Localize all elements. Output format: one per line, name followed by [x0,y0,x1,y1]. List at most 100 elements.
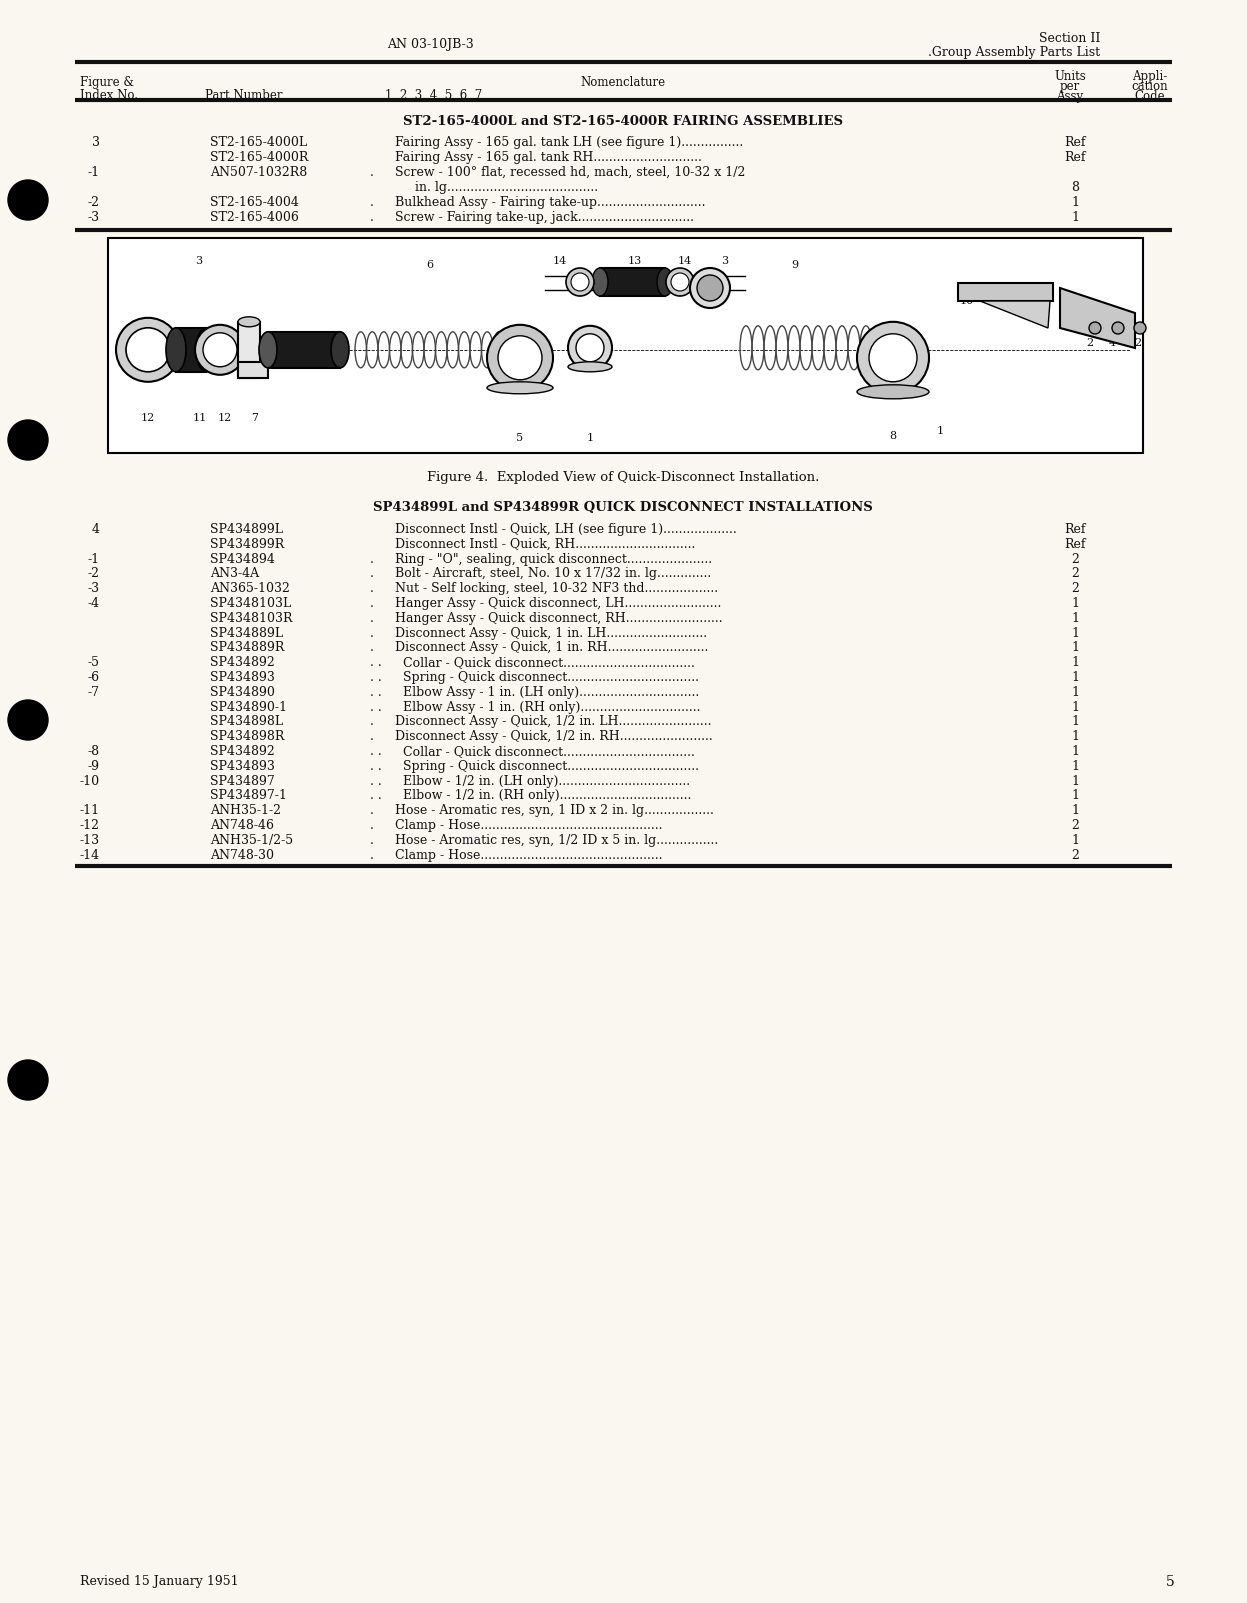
Text: 1: 1 [1071,612,1079,625]
Text: 12: 12 [218,414,232,423]
Text: Disconnect Assy - Quick, 1 in. RH..........................: Disconnect Assy - Quick, 1 in. RH.......… [395,641,708,654]
Circle shape [571,273,589,292]
Circle shape [1134,322,1146,333]
Text: AN365-1032: AN365-1032 [209,582,289,595]
Circle shape [857,322,929,394]
Bar [238,362,268,378]
Ellipse shape [488,382,552,394]
Text: Hose - Aromatic res, syn, 1 ID x 2 in. lg..................: Hose - Aromatic res, syn, 1 ID x 2 in. l… [395,805,713,818]
Text: Disconnect Instl - Quick, LH (see figure 1)...................: Disconnect Instl - Quick, LH (see figure… [395,523,737,535]
Text: Units: Units [1054,71,1086,83]
Text: Bulkhead Assy - Fairing take-up............................: Bulkhead Assy - Fairing take-up.........… [395,196,706,208]
Text: Collar - Quick disconnect..................................: Collar - Quick disconnect...............… [403,745,695,758]
Text: 1: 1 [1071,715,1079,728]
Bar [958,284,1052,301]
Text: 1  2  3  4  5  6  7: 1 2 3 4 5 6 7 [385,90,483,103]
Text: 3: 3 [92,136,100,149]
Text: Screw - Fairing take-up, jack..............................: Screw - Fairing take-up, jack...........… [395,212,695,224]
Ellipse shape [567,362,612,372]
Text: SP434894: SP434894 [209,553,274,566]
Text: SP434898L: SP434898L [209,715,283,728]
Text: ST2-165-4000L and ST2-165-4000R FAIRING ASSEMBLIES: ST2-165-4000L and ST2-165-4000R FAIRING … [403,115,843,128]
Circle shape [116,317,180,382]
Text: Disconnect Instl - Quick, RH...............................: Disconnect Instl - Quick, RH............… [395,537,696,551]
Text: -10: -10 [80,774,100,787]
Text: 2: 2 [1071,848,1079,861]
Text: 1: 1 [1071,760,1079,773]
Circle shape [7,180,47,220]
Bar [268,332,340,367]
Text: Hose - Aromatic res, syn, 1/2 ID x 5 in. lg................: Hose - Aromatic res, syn, 1/2 ID x 5 in.… [395,834,718,846]
Text: 8: 8 [889,431,897,441]
Text: SP434890-1: SP434890-1 [209,701,287,713]
Text: 2: 2 [1071,819,1079,832]
Text: -3: -3 [87,212,100,224]
Text: Screw - 100° flat, recessed hd, mach, steel, 10-32 x 1/2: Screw - 100° flat, recessed hd, mach, st… [395,167,746,180]
Text: Ring - "O", sealing, quick disconnect......................: Ring - "O", sealing, quick disconnect...… [395,553,712,566]
Text: SP434899L: SP434899L [209,523,283,535]
Text: -12: -12 [80,819,100,832]
Text: -13: -13 [80,834,100,846]
Text: .: . [370,641,374,654]
Text: Disconnect Assy - Quick, 1 in. LH..........................: Disconnect Assy - Quick, 1 in. LH.......… [395,627,707,640]
Ellipse shape [657,268,673,297]
Text: 1: 1 [586,433,594,442]
Text: 2: 2 [1135,338,1141,348]
Text: 14: 14 [552,256,567,266]
Text: Ref: Ref [1064,151,1086,164]
Text: 9: 9 [792,260,798,269]
Circle shape [690,268,729,308]
Text: ST2-165-4004: ST2-165-4004 [209,196,299,208]
Text: .: . [370,567,374,580]
Text: .: . [370,805,374,818]
Text: -11: -11 [80,805,100,818]
Text: 13: 13 [628,256,642,266]
Text: .: . [370,819,374,832]
Text: .Group Assembly Parts List: .Group Assembly Parts List [928,46,1100,59]
Text: Appli-: Appli- [1132,71,1167,83]
Ellipse shape [259,332,277,367]
Polygon shape [980,301,1050,329]
Text: -14: -14 [80,848,100,861]
Text: Part Number: Part Number [205,90,283,103]
Text: Fairing Assy - 165 gal. tank LH (see figure 1)................: Fairing Assy - 165 gal. tank LH (see fig… [395,136,743,149]
Text: 1: 1 [1071,196,1079,208]
Circle shape [7,1060,47,1100]
Text: Spring - Quick disconnect..................................: Spring - Quick disconnect...............… [403,672,700,684]
Text: ANH35-1-2: ANH35-1-2 [209,805,281,818]
Text: -8: -8 [87,745,100,758]
Circle shape [666,268,695,297]
Circle shape [576,333,604,362]
Text: 11: 11 [193,414,207,423]
Text: .: . [370,596,374,611]
Text: ST2-165-4000R: ST2-165-4000R [209,151,308,164]
Text: -7: -7 [89,686,100,699]
Circle shape [567,325,612,370]
Text: SP434897-1: SP434897-1 [209,789,287,803]
Text: ANH35-1/2-5: ANH35-1/2-5 [209,834,293,846]
Text: SP434899R: SP434899R [209,537,284,551]
Text: AN748-30: AN748-30 [209,848,274,861]
Circle shape [203,333,237,367]
Circle shape [697,276,723,301]
Text: . .: . . [370,672,382,684]
Text: 1: 1 [1071,641,1079,654]
Text: SP434889R: SP434889R [209,641,284,654]
Text: in. lg.......................................: in. lg..................................… [395,181,599,194]
Text: SP434890: SP434890 [209,686,274,699]
Text: ST2-165-4000L: ST2-165-4000L [209,136,307,149]
Text: 1: 1 [1071,834,1079,846]
Circle shape [7,420,47,460]
Text: 1: 1 [936,426,944,436]
Text: .: . [370,612,374,625]
Text: 7: 7 [252,414,258,423]
Text: .: . [370,834,374,846]
Text: 5: 5 [1166,1576,1175,1589]
Text: Fairing Assy - 165 gal. tank RH............................: Fairing Assy - 165 gal. tank RH.........… [395,151,702,164]
Bar [108,237,1143,454]
Text: 14: 14 [678,256,692,266]
Text: . .: . . [370,774,382,787]
Ellipse shape [857,385,929,399]
Ellipse shape [592,268,609,297]
Text: SP434897: SP434897 [209,774,274,787]
